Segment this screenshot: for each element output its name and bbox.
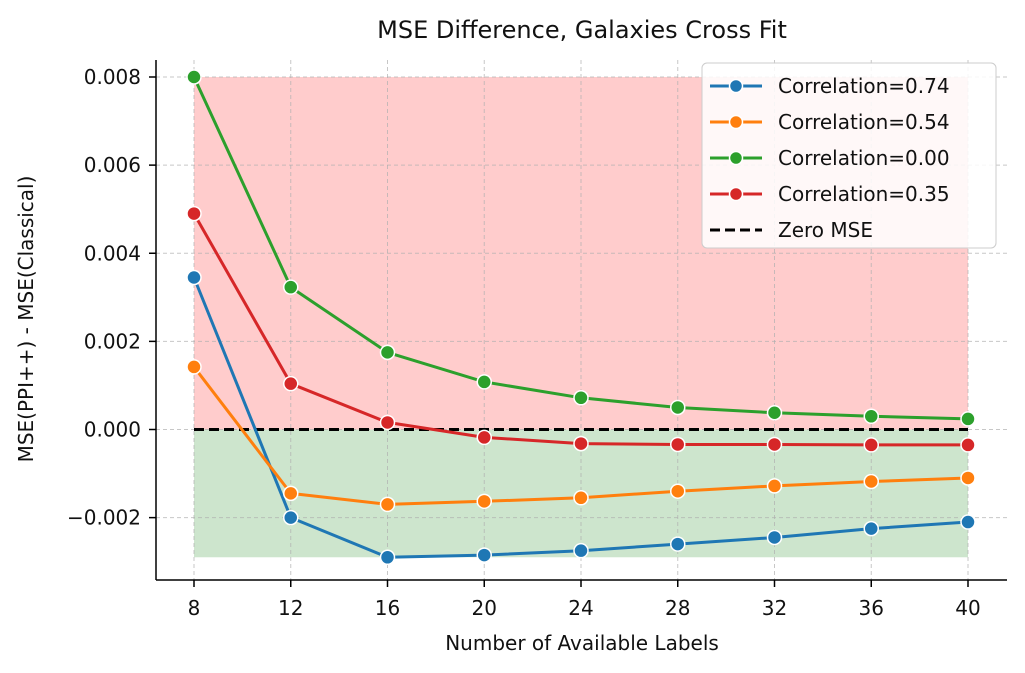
data-point <box>766 529 783 546</box>
data-point <box>670 436 686 453</box>
y-tick-label: −0.002 <box>67 506 141 530</box>
data-point <box>476 374 492 390</box>
chart-title: MSE Difference, Galaxies Cross Fit <box>377 16 787 44</box>
legend-label: Zero MSE <box>778 218 873 242</box>
data-point <box>283 279 299 295</box>
legend-label: Correlation=0.35 <box>778 182 950 206</box>
data-point <box>283 485 299 502</box>
data-point <box>186 359 202 375</box>
y-tick-label: 0.006 <box>84 153 141 177</box>
legend: Correlation=0.74 Correlation=0.54 Correlat… <box>701 62 997 249</box>
data-point <box>476 493 492 510</box>
series-group <box>186 69 976 566</box>
x-tick-label: 8 <box>188 596 201 620</box>
data-point <box>186 205 202 222</box>
y-tick-label: 0.002 <box>84 329 141 353</box>
data-point <box>863 437 879 453</box>
legend-box <box>701 62 997 249</box>
legend-label: Correlation=0.00 <box>778 146 950 170</box>
data-point <box>573 490 589 506</box>
data-point <box>670 399 686 416</box>
legend-label: Correlation=0.54 <box>778 110 950 134</box>
data-point <box>960 411 976 427</box>
data-point <box>379 414 396 431</box>
data-point <box>379 549 396 566</box>
data-point <box>670 536 686 552</box>
x-tick-label: 28 <box>665 596 690 620</box>
tick-labels: 8 12 16 20 24 28 32 36 40 0.008 0.006 0.004 0.002 0.0… <box>67 65 981 620</box>
y-tick-label: 0.000 <box>84 418 141 442</box>
data-point <box>283 509 299 526</box>
x-tick-label: 12 <box>278 596 303 620</box>
y-tick-label: 0.008 <box>84 65 141 89</box>
data-point <box>670 483 686 499</box>
data-point <box>476 547 492 563</box>
data-point <box>766 405 783 421</box>
data-point <box>573 542 589 559</box>
data-point <box>186 69 202 85</box>
data-point <box>960 470 976 486</box>
y-tick-label: 0.004 <box>84 241 141 265</box>
x-tick-label: 16 <box>375 596 400 620</box>
legend-marker <box>728 114 744 130</box>
data-point <box>476 429 492 446</box>
data-point <box>379 344 396 361</box>
x-tick-label: 32 <box>762 596 787 620</box>
y-axis-label: MSE(PPI++) - MSE(Classical) <box>14 176 38 463</box>
data-point <box>379 496 396 513</box>
x-axis-label: Number of Available Labels <box>445 631 719 655</box>
data-point <box>863 520 879 537</box>
legend-marker <box>728 186 744 202</box>
x-tick-label: 24 <box>568 596 593 620</box>
data-point <box>960 437 976 453</box>
x-tick-label: 36 <box>859 596 884 620</box>
data-point <box>960 514 976 530</box>
data-point <box>186 269 202 286</box>
data-point <box>766 478 783 494</box>
data-point <box>766 436 783 453</box>
x-tick-label: 40 <box>955 596 980 620</box>
legend-marker <box>728 78 744 94</box>
data-point <box>573 435 589 452</box>
x-tick-label: 20 <box>472 596 497 620</box>
legend-marker <box>728 150 744 166</box>
data-point <box>863 408 879 425</box>
legend-label: Correlation=0.74 <box>778 74 950 98</box>
data-point <box>863 473 879 490</box>
data-point <box>573 390 589 406</box>
data-point <box>283 375 299 392</box>
